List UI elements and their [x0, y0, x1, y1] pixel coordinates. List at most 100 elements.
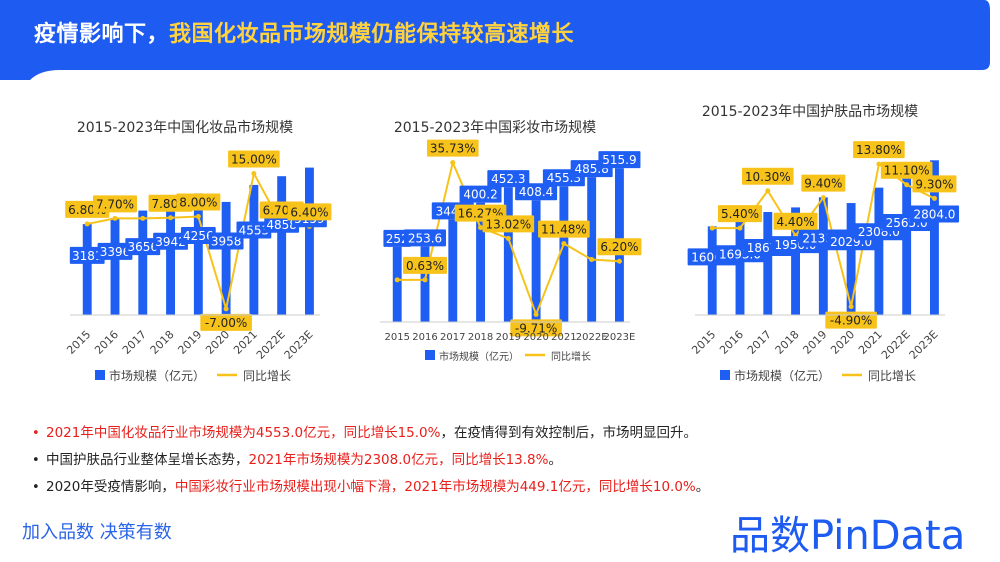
bar-2021 — [249, 184, 259, 315]
x-tick-label: 2016 — [92, 328, 121, 357]
growth-point-2023E — [616, 258, 622, 264]
legend-line-label: 同比增长 — [868, 369, 916, 383]
growth-value-label: 9.40% — [804, 177, 842, 191]
bar-value-label: 3942 — [155, 235, 186, 249]
growth-point-2023E — [931, 195, 937, 201]
page-title-prefix: 疫情影响下， — [34, 22, 170, 47]
bar-2016 — [110, 217, 120, 315]
bar-2021 — [874, 187, 884, 315]
x-tick-label: 2020 — [828, 328, 857, 357]
x-tick-label: 2017 — [120, 328, 149, 357]
growth-value-label: 0.63% — [406, 259, 444, 273]
bar-label-box — [487, 170, 530, 188]
bullet-dot: • — [32, 453, 40, 468]
x-tick-label: 2020 — [523, 332, 548, 343]
bar-value-label: 3958 — [211, 234, 242, 248]
bar-2020 — [846, 203, 856, 315]
growth-point-2020 — [223, 306, 229, 312]
bar-label-box — [598, 151, 641, 169]
growth-label-box — [287, 203, 332, 221]
bar-value-label: 4256 — [183, 229, 214, 243]
growth-label-box — [880, 161, 933, 179]
growth-value-label: 11.48% — [541, 223, 587, 237]
x-tick-label: 2016 — [412, 332, 437, 343]
bullet-dot: • — [32, 480, 40, 495]
growth-point-2015 — [709, 225, 715, 231]
growth-value-label: 6.40% — [290, 205, 328, 219]
growth-label-box — [801, 174, 846, 192]
growth-label-box — [741, 167, 794, 185]
bar-2022E — [902, 173, 912, 315]
chart-svg: 2015-2023年中国化妆品市场规模 318133963656394242563… — [64, 119, 332, 383]
bullet-text-segment: 。 — [548, 452, 562, 468]
growth-label-box — [228, 150, 280, 168]
bar-label-box — [404, 229, 446, 247]
bar-value-label: 4553 — [239, 223, 270, 237]
growth-value-label: 10.30% — [745, 170, 791, 184]
growth-value-label: 8.00% — [179, 196, 217, 210]
bar-label-box — [236, 221, 272, 239]
growth-label-box — [426, 139, 479, 157]
growth-label-box — [176, 193, 221, 211]
bar-label-box — [180, 226, 216, 244]
bar-value-label: 408.4 — [519, 185, 553, 199]
growth-value-label: 15.00% — [231, 152, 277, 166]
x-tick-label: 2015 — [64, 328, 93, 357]
cosmetics-market-chart: 2015-2023年中国化妆品市场规模 3181 3396 3656 3942 4256 3… — [40, 100, 340, 400]
growth-point-2021 — [251, 170, 257, 176]
x-tick-label: 2021 — [551, 332, 576, 343]
growth-value-label: 5.40% — [721, 207, 759, 221]
legend-bar-swatch — [425, 350, 435, 360]
bar-value-label: 400.2 — [463, 188, 497, 202]
growth-point-2016 — [422, 277, 428, 283]
bar-label-box — [97, 242, 133, 260]
bar-2018 — [166, 202, 175, 315]
page-title-highlight: 我国化妆品市场规模仍能保持较高速增长 — [169, 22, 575, 47]
bar-2019 — [193, 193, 203, 315]
bar-value-label: 3396 — [100, 245, 131, 259]
bar-2020 — [531, 200, 541, 322]
page-title: 疫情影响下，我国化妆品市场规模仍能保持较高速增长 — [34, 16, 574, 48]
growth-label-box — [510, 319, 562, 337]
chart-title: 2015-2023年中国护肤品市场规模 — [702, 103, 918, 120]
bar-value-label: 2804.0 — [913, 207, 955, 221]
growth-point-2017 — [450, 160, 456, 166]
banner-shape — [0, 0, 990, 80]
growth-label-box — [538, 220, 590, 238]
x-tick-label: 2023E — [907, 328, 941, 362]
growth-value-label: -4.90% — [830, 314, 872, 328]
bullet-text-segment: 中国护肤品行业整体呈增长态势， — [46, 452, 249, 468]
bar-2015 — [82, 224, 92, 315]
bar-2016 — [420, 246, 430, 322]
bar-value-label: 252 — [386, 232, 409, 246]
x-tick-label: 2020 — [203, 328, 232, 357]
bar-value-label: 3656 — [128, 240, 159, 254]
growth-point-2015 — [394, 277, 400, 283]
growth-label-box — [853, 141, 905, 159]
growth-point-2020 — [533, 311, 539, 317]
bullet-item: • 2021年中国化妆品行业市场规模为4553.0亿元，同比增长15.0%，在疫情… — [30, 420, 980, 447]
growth-label-box — [597, 238, 642, 256]
x-tick-label: 2019 — [800, 328, 829, 357]
x-tick-label: 2016 — [717, 328, 746, 357]
growth-value-label: 11.10% — [884, 164, 930, 178]
growth-point-2016 — [737, 225, 743, 231]
growth-label-box — [773, 212, 818, 230]
growth-label-box — [93, 195, 137, 213]
growth-point-2017 — [765, 188, 771, 194]
bar-2015 — [707, 226, 717, 315]
x-tick-label: 2019 — [175, 328, 204, 357]
growth-value-label: 9.30% — [915, 177, 953, 191]
bar-2018 — [791, 207, 800, 315]
legend-bar-swatch — [95, 370, 105, 380]
growth-value-label: 35.73% — [430, 142, 476, 156]
bar-2022E — [277, 176, 287, 315]
growth-value-label: 13.80% — [856, 143, 902, 157]
bar-2019 — [818, 197, 828, 315]
growth-value-label: 13.02% — [485, 217, 531, 231]
bar-2020 — [221, 201, 231, 315]
x-tick-label: 2022E — [254, 328, 288, 362]
legend-line-label: 同比增长 — [243, 369, 291, 383]
x-tick-label: 2023E — [282, 328, 316, 362]
